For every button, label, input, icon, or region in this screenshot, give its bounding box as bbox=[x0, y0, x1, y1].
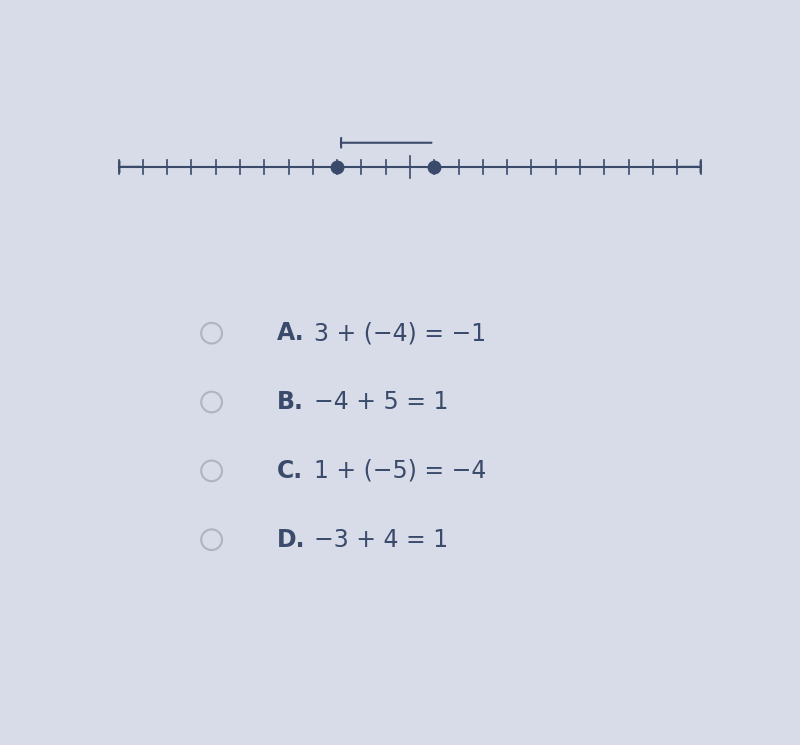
Text: D.: D. bbox=[277, 527, 306, 552]
Text: B.: B. bbox=[277, 390, 303, 414]
Text: −3 + 4 = 1: −3 + 4 = 1 bbox=[314, 527, 448, 552]
Text: A.: A. bbox=[277, 321, 304, 345]
Text: C.: C. bbox=[277, 459, 303, 483]
Text: −4 + 5 = 1: −4 + 5 = 1 bbox=[314, 390, 448, 414]
Text: 3 + (−4) = −1: 3 + (−4) = −1 bbox=[314, 321, 486, 345]
Text: 1 + (−5) = −4: 1 + (−5) = −4 bbox=[314, 459, 486, 483]
